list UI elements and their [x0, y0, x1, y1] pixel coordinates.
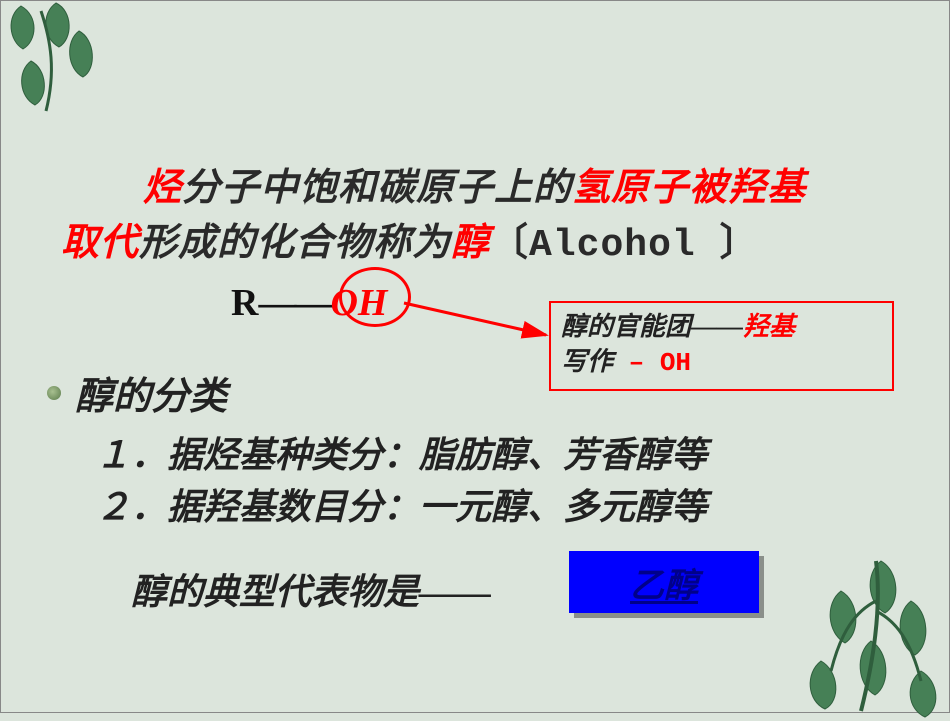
def-seg4: 形成的化合物称为 [139, 222, 451, 264]
def-seg3a: 氢原子被羟基 [572, 167, 806, 209]
bullet-label: 醇的分类 [75, 365, 227, 420]
bullet-icon [47, 386, 61, 400]
formula-r: R [231, 282, 258, 324]
formula-circle [339, 267, 411, 327]
def-seg2: 分子中饱和碳原子上的 [182, 167, 572, 209]
callout-arrow [396, 295, 566, 355]
ethanol-box[interactable]: 乙醇 [569, 551, 759, 613]
callout-l2-black: 写作 [561, 347, 613, 376]
list-item-2: ２．据羟基数目分：一元醇、多元醇等 [95, 481, 707, 533]
callout-l2-red: – OH [613, 348, 691, 378]
callout-l1-black: 醇的官能团—— [561, 312, 743, 341]
definition-text: 烃分子中饱和碳原子上的氢原子被羟基取代形成的化合物称为醇〔Alcohol 〕 [61, 161, 909, 273]
leaf-decoration-bottom-right [781, 541, 950, 721]
def-seg1: 烃 [143, 167, 182, 209]
formula-dash: —— [258, 282, 330, 324]
bullet-row: 醇的分类 [47, 365, 227, 420]
def-seg3b: 取代 [61, 222, 139, 264]
callout-box: 醇的官能团——羟基 写作 – OH [549, 301, 894, 391]
def-seg6: 〔Alcohol 〕 [490, 224, 758, 267]
slide: 烃分子中饱和碳原子上的氢原子被羟基取代形成的化合物称为醇〔Alcohol 〕 R… [0, 0, 950, 713]
leaf-decoration-top-left [1, 1, 141, 131]
list-item-1: １．据烃基种类分：脂肪醇、芳香醇等 [95, 429, 707, 481]
classification-list: １．据烃基种类分：脂肪醇、芳香醇等 ２．据羟基数目分：一元醇、多元醇等 [95, 429, 707, 533]
ethanol-label: 乙醇 [630, 558, 698, 607]
callout-l1-red: 羟基 [743, 312, 795, 341]
def-seg5: 醇 [451, 222, 490, 264]
representative-label: 醇的典型代表物是—— [131, 563, 491, 615]
